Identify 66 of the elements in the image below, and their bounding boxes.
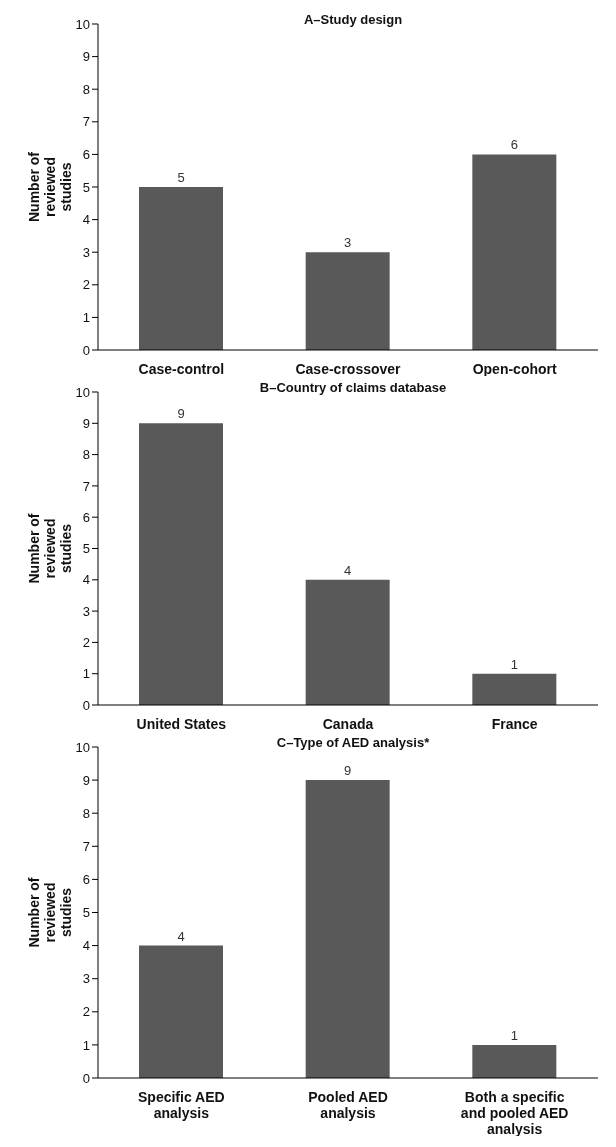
y-tick-label: 9: [82, 772, 90, 788]
y-tick-label: 6: [82, 872, 90, 888]
y-tick-label: 3: [82, 603, 90, 619]
y-tick-label: 8: [82, 447, 90, 463]
x-tick-label: Case-control: [138, 361, 225, 377]
bar: [305, 780, 390, 1078]
bar: [472, 1044, 557, 1078]
y-tick-label: 9: [82, 415, 90, 431]
y-axis-title: Number of reviewed studies: [26, 877, 74, 948]
y-tick-label: 3: [82, 971, 90, 987]
bar: [139, 423, 223, 705]
bar: [305, 252, 390, 350]
y-tick-label: 6: [82, 147, 90, 163]
y-tick-label: 4: [82, 938, 90, 954]
y-axis-title: Number of reviewed studies: [26, 151, 74, 222]
y-tick-label: 5: [82, 905, 90, 921]
y-tick-label: 0: [82, 1070, 90, 1086]
y-tick-label: 7: [82, 838, 90, 854]
y-tick-label: 2: [82, 277, 90, 293]
y-axis-title: Number of reviewed studies: [26, 513, 74, 584]
x-tick-label: United States: [136, 716, 227, 732]
y-tick-label: 7: [82, 478, 90, 494]
x-tick-label: Specific AED analysis: [138, 1089, 225, 1121]
x-tick-label: Both a specific and pooled AED analysis: [460, 1089, 569, 1137]
x-tick-label: Pooled AED analysis: [308, 1089, 388, 1121]
y-tick-label: 1: [82, 666, 90, 682]
x-tick-label: France: [491, 716, 538, 732]
data-label: 1: [510, 656, 518, 672]
y-tick-label: 1: [82, 1037, 90, 1053]
y-tick-label: 10: [75, 739, 90, 755]
y-tick-label: 0: [82, 342, 90, 358]
y-tick-label: 5: [82, 179, 90, 195]
data-label: 4: [177, 928, 185, 944]
chart-title: C–Type of AED analysis*: [275, 735, 431, 750]
y-tick-label: 2: [82, 1004, 90, 1020]
y-tick-label: 0: [82, 697, 90, 713]
data-label: 6: [510, 137, 518, 153]
y-tick-label: 1: [82, 310, 90, 326]
data-label: 9: [344, 763, 352, 779]
y-tick-label: 8: [82, 81, 90, 97]
bar: [139, 945, 223, 1078]
data-label: 5: [177, 170, 185, 185]
data-label: 3: [344, 235, 352, 251]
bar: [305, 579, 390, 705]
y-tick-label: 3: [82, 244, 90, 260]
y-tick-label: 6: [82, 509, 90, 525]
data-label: 9: [177, 406, 185, 422]
chart-title: B–Country of claims database: [258, 380, 448, 395]
x-tick-label: Canada: [322, 716, 374, 732]
y-tick-label: 7: [82, 114, 90, 130]
x-tick-label: Open-cohort: [472, 361, 557, 377]
y-tick-label: 8: [82, 805, 90, 821]
data-label: 1: [510, 1027, 518, 1043]
data-label: 4: [344, 562, 352, 578]
y-tick-label: 2: [82, 635, 90, 651]
bar: [472, 673, 557, 705]
y-tick-label: 9: [82, 49, 90, 65]
bar: [139, 187, 223, 350]
y-tick-label: 5: [82, 541, 90, 557]
bar: [472, 154, 557, 350]
chart-title: A–Study design: [302, 12, 404, 27]
y-tick-label: 4: [82, 212, 90, 228]
x-tick-label: Case-crossover: [295, 361, 402, 377]
y-tick-label: 10: [75, 16, 90, 32]
y-tick-label: 4: [82, 572, 90, 588]
y-tick-label: 10: [75, 384, 90, 400]
